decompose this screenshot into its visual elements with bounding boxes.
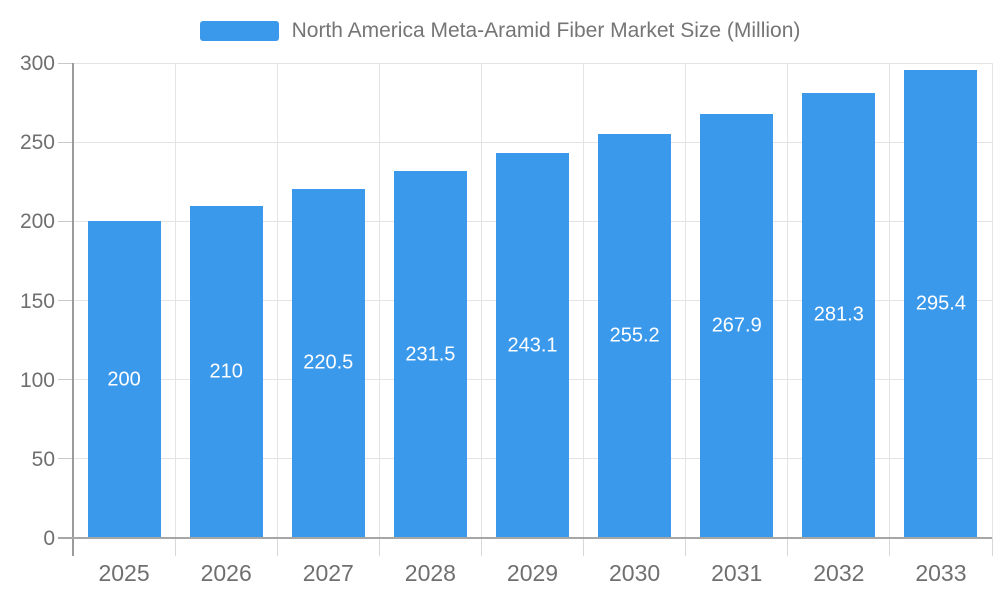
bar-2027[interactable] bbox=[291, 188, 365, 538]
x-axis-label: 2025 bbox=[98, 560, 150, 586]
y-axis-tick bbox=[58, 62, 73, 64]
y-axis-label: 200 bbox=[19, 210, 55, 234]
x-axis-tick bbox=[480, 538, 482, 556]
x-gridline bbox=[889, 63, 891, 538]
y-gridline bbox=[73, 62, 992, 64]
bar-2030[interactable] bbox=[598, 133, 672, 538]
x-axis-label: 2028 bbox=[404, 560, 456, 586]
y-axis-label: 50 bbox=[31, 447, 55, 471]
y-axis-tick bbox=[58, 379, 73, 381]
x-gridline bbox=[787, 63, 789, 538]
x-gridline bbox=[685, 63, 687, 538]
y-gridline bbox=[73, 141, 992, 143]
chart-legend[interactable]: North America Meta-Aramid Fiber Market S… bbox=[0, 16, 1000, 46]
x-gridline bbox=[276, 63, 278, 538]
x-axis-tick bbox=[378, 538, 380, 556]
y-axis-line bbox=[72, 63, 74, 556]
bar-2032[interactable] bbox=[802, 92, 876, 538]
bar-2025[interactable] bbox=[87, 221, 161, 538]
y-axis-tick bbox=[58, 458, 73, 460]
bar-2029[interactable] bbox=[496, 153, 569, 538]
x-axis-tick bbox=[583, 538, 585, 556]
x-gridline bbox=[583, 63, 585, 538]
x-gridline bbox=[378, 63, 380, 538]
x-axis-label: 2026 bbox=[200, 560, 252, 586]
x-axis-label: 2033 bbox=[915, 560, 967, 586]
bar-2031[interactable] bbox=[700, 113, 774, 538]
x-axis-baseline bbox=[58, 537, 992, 539]
bar-2026[interactable] bbox=[189, 205, 263, 538]
x-gridline bbox=[174, 63, 176, 538]
x-axis-label: 2029 bbox=[506, 560, 559, 586]
y-axis-tick bbox=[58, 220, 73, 222]
x-axis-tick bbox=[787, 538, 789, 556]
x-gridline bbox=[991, 63, 993, 538]
x-axis-tick bbox=[991, 538, 993, 556]
x-axis-tick bbox=[174, 538, 176, 556]
y-axis-label: 100 bbox=[19, 368, 55, 392]
x-axis-label: 2032 bbox=[813, 560, 865, 586]
x-gridline bbox=[480, 63, 482, 538]
y-axis-tick bbox=[58, 141, 73, 143]
x-axis-label: 2027 bbox=[302, 560, 354, 586]
x-axis-tick bbox=[685, 538, 687, 556]
x-axis-label: 2030 bbox=[609, 560, 661, 586]
y-axis-label: 150 bbox=[19, 289, 55, 313]
y-axis-label: 0 bbox=[43, 527, 55, 550]
y-axis-label: 300 bbox=[19, 52, 55, 75]
x-axis-label: 2031 bbox=[711, 560, 763, 586]
legend-swatch bbox=[199, 21, 279, 41]
y-axis-label: 250 bbox=[19, 131, 55, 155]
bar-2033[interactable] bbox=[904, 70, 978, 538]
x-axis-tick bbox=[276, 538, 278, 556]
x-axis-tick bbox=[889, 538, 891, 556]
y-axis-tick bbox=[58, 300, 73, 301]
legend-label: North America Meta-Aramid Fiber Market S… bbox=[291, 19, 801, 42]
bar-2028[interactable] bbox=[393, 171, 467, 538]
